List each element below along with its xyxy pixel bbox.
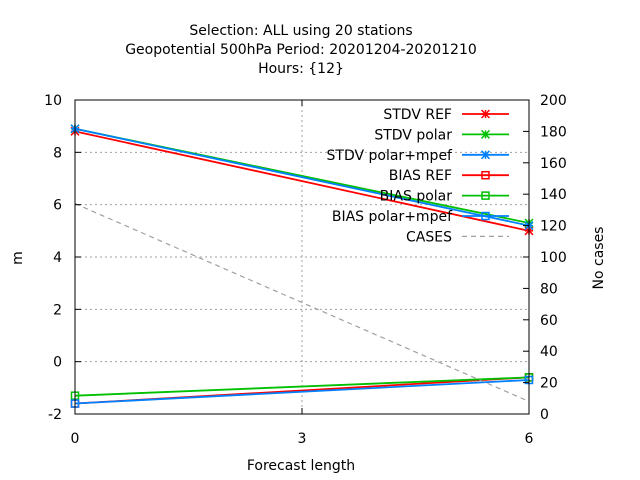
x-tick-label: 3: [298, 431, 307, 447]
y-tick-label: 10: [44, 93, 62, 109]
legend-label: STDV REF: [383, 107, 452, 123]
y-tick-label: 8: [53, 145, 62, 161]
y2-tick-label: 0: [540, 407, 549, 423]
x-tick-label: 0: [71, 431, 80, 447]
marker-square: [481, 211, 490, 221]
legend-label: CASES: [406, 229, 452, 245]
y-axis-label: m: [10, 251, 26, 265]
title-line: Selection: ALL using 20 stations: [189, 23, 412, 39]
y2-tick-label: 40: [540, 344, 558, 360]
y2-axis-label: No cases: [591, 227, 607, 290]
y-tick-label: -2: [48, 407, 62, 423]
legend-label: STDV polar+mpef: [327, 148, 454, 164]
y2-tick-label: 200: [540, 93, 567, 109]
series-line-bias-polar-mpef: [74, 379, 530, 405]
grid: [75, 100, 529, 414]
chart-title: Selection: ALL using 20 stations Geopoten…: [125, 23, 477, 77]
x-tick-label: 6: [525, 431, 534, 447]
y-tick-label: 0: [53, 355, 62, 371]
series-line-stdv-ref: [74, 130, 530, 232]
series-line-cases: [74, 203, 530, 402]
legend: STDV REF STDV polar STDV polar+mpef BIAS RE…: [327, 107, 509, 245]
y2-tick-label: 60: [540, 313, 558, 329]
title-line: Geopotential 500hPa Period: 20201204-202…: [125, 42, 477, 58]
y2-tick-label: 180: [540, 124, 567, 140]
y2-tick-label: 100: [540, 250, 567, 266]
y2-tick-label: 80: [540, 281, 558, 297]
y2-tick-label: 20: [540, 376, 558, 392]
marker-square: [481, 170, 490, 180]
legend-label: BIAS polar+mpef: [332, 209, 453, 225]
series-line-bias-polar: [74, 376, 530, 397]
y-tick-label: 6: [53, 198, 62, 214]
y-tick-label: 2: [53, 302, 62, 318]
y2-tick-label: 160: [540, 156, 567, 172]
title-line: Hours: {12}: [258, 61, 344, 77]
legend-label: BIAS REF: [389, 168, 452, 184]
x-axis-label: Forecast length: [247, 458, 355, 474]
series-line-stdv-polar-mpef: [74, 127, 530, 227]
marker-square: [481, 191, 490, 200]
y2-tick-label: 120: [540, 219, 567, 235]
legend-label: BIAS polar: [380, 189, 453, 205]
y-tick-label: 4: [53, 250, 62, 266]
legend-label: STDV polar: [374, 127, 452, 143]
y2-tick-label: 140: [540, 187, 567, 203]
